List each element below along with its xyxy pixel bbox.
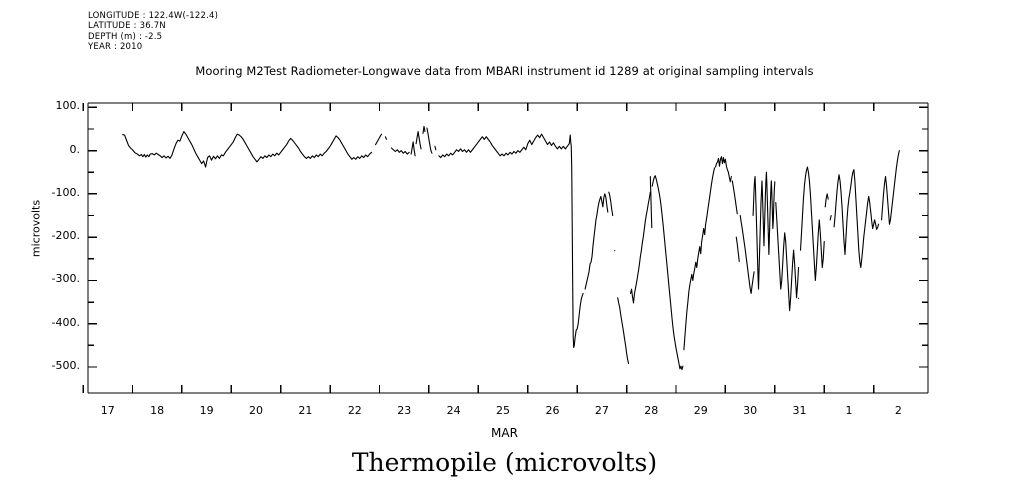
y-tick-label: 100.	[55, 99, 81, 113]
data-line-segment	[651, 175, 684, 371]
y-tick-label: -400.	[51, 315, 80, 329]
x-tick-label: 2	[894, 404, 902, 417]
x-tick-label: 26	[545, 404, 560, 417]
data-line-segment	[375, 133, 383, 146]
x-tick-label: 25	[496, 404, 511, 417]
data-line-segment	[573, 292, 584, 347]
data-line-segment	[629, 191, 651, 304]
metadata-longitude: LONGITUDE : 122.4W(-122.4)	[88, 11, 219, 21]
x-tick-label: 18	[150, 404, 165, 417]
data-line-segment	[731, 180, 738, 215]
x-tick-label: 19	[199, 404, 214, 417]
data-series-group	[122, 125, 900, 371]
x-tick-label: 22	[347, 404, 362, 417]
data-line-segment	[422, 125, 426, 134]
data-line-segment	[735, 236, 740, 262]
figure-caption: Thermopile (microvolts)	[351, 448, 658, 477]
data-line-segment	[390, 147, 410, 155]
data-line-segment	[829, 214, 832, 221]
x-tick-label: 23	[397, 404, 412, 417]
data-line-segment	[434, 145, 437, 151]
data-line-segment	[415, 131, 422, 150]
y-tick-label: 0.	[69, 142, 81, 156]
x-tick-label: 29	[693, 404, 708, 417]
y-tick-label: -300.	[51, 272, 80, 286]
metadata-year: YEAR : 2010	[88, 42, 143, 53]
y-tick-label: -200.	[51, 229, 80, 243]
x-tick-label: 27	[594, 404, 609, 417]
data-line-segment	[775, 202, 800, 312]
x-tick-label: 1	[845, 404, 853, 417]
data-line-segment	[739, 214, 755, 295]
station-metadata: LONGITUDE : 122.4W(-122.4) LATITUDE : 36…	[88, 11, 218, 53]
x-tick-label: 30	[743, 404, 758, 417]
axes-group	[82, 102, 929, 394]
x-tick-label: 20	[249, 404, 263, 417]
data-line-segment	[384, 136, 388, 140]
x-axis-title: MAR	[491, 426, 518, 440]
x-tick-label: 28	[644, 404, 659, 417]
data-line-segment	[833, 169, 880, 269]
data-line-segment	[752, 171, 776, 290]
data-line-segment	[714, 156, 732, 183]
data-line-segment	[438, 133, 575, 349]
chart-title: Mooring M2Test Radiometer-Longwave data …	[195, 64, 814, 78]
y-tick-label: -500.	[51, 359, 80, 373]
data-line-segment	[608, 191, 614, 217]
data-line-segment	[683, 167, 716, 351]
data-line-segment	[426, 127, 433, 154]
x-tick-label: 21	[298, 404, 313, 417]
x-tick-label: 17	[100, 404, 115, 417]
data-line-segment	[122, 131, 373, 168]
data-line-segment	[584, 193, 609, 290]
data-line-segment	[617, 297, 630, 365]
data-line-segment	[824, 193, 829, 208]
data-line-segment	[799, 166, 825, 282]
data-line-segment	[880, 150, 900, 225]
metadata-depth: DEPTH (m) : -2.5	[88, 31, 163, 42]
data-line-segment	[410, 141, 416, 157]
data-line-segment	[649, 176, 653, 229]
y-tick-label: -100.	[51, 185, 80, 199]
metadata-latitude: LATITUDE : 36.7N	[88, 21, 166, 32]
x-tick-label: 31	[792, 404, 807, 417]
x-tick-label: 24	[446, 404, 461, 417]
